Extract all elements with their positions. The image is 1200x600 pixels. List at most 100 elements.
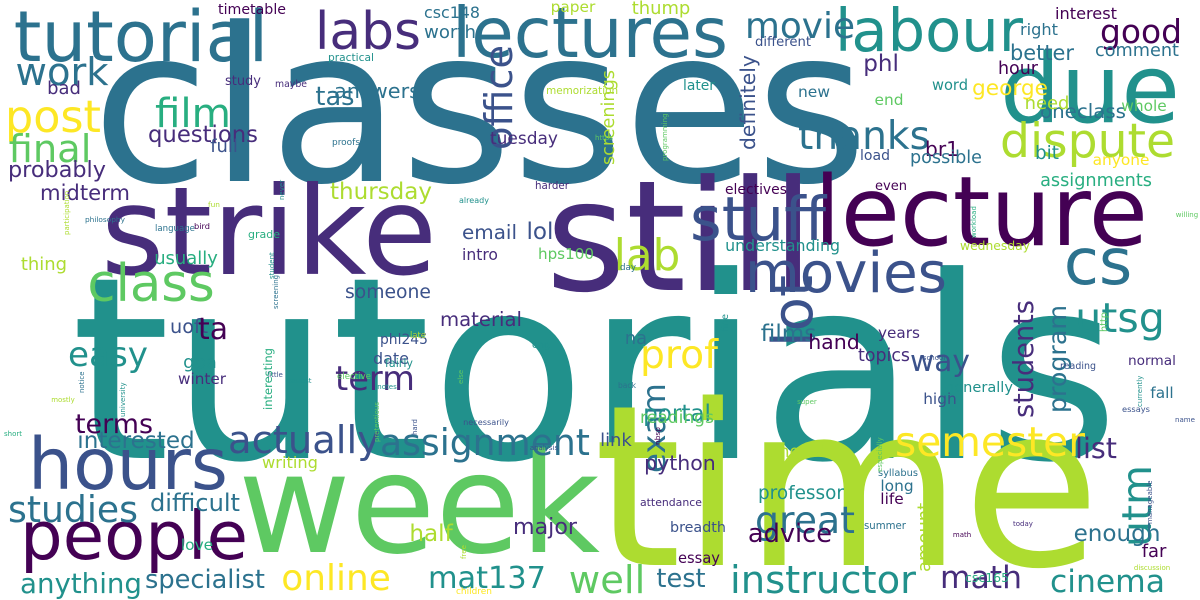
word-fun: fun (208, 200, 220, 210)
word-classes: classes (92, 0, 867, 232)
word-br1: br1 (925, 136, 959, 161)
word-super: super (797, 397, 817, 406)
word-english: english (768, 442, 831, 463)
word-ta: ta (198, 312, 228, 348)
word-mat137: mat137 (428, 560, 546, 596)
word-lol: lol (526, 218, 554, 245)
word-elective: elective (337, 371, 371, 382)
word-whole: whole (1121, 97, 1167, 116)
word-test: test (656, 564, 706, 595)
word-different: different (755, 35, 812, 51)
word-syllabus: syllabus (878, 468, 919, 480)
word-new: new (798, 83, 830, 102)
word-phl: phl (863, 50, 899, 77)
word-understanding: understanding (725, 236, 841, 256)
word-still: still (545, 148, 815, 328)
word-csc165: csc165 (965, 569, 1010, 585)
word-https: https (595, 133, 614, 142)
word-little: little (267, 370, 283, 379)
word-discussion: discussion (1133, 563, 1171, 572)
word-day: day (620, 263, 636, 274)
word-great: great (755, 498, 855, 543)
word-intro: intro (462, 246, 498, 265)
word-normal: normal (1128, 353, 1176, 370)
word-especially: especially (875, 437, 884, 473)
word-week: week (238, 425, 600, 586)
word-wednesday: wednesday (960, 238, 1030, 253)
word-already: already (459, 196, 489, 205)
word-thanks: thanks (798, 114, 930, 160)
word-winter: winter (178, 370, 227, 389)
word-movies: movies (745, 240, 947, 306)
word-word: word (932, 76, 968, 94)
word-advice: advice (747, 519, 832, 550)
word-phl245: phl245 (380, 332, 428, 349)
word-easy: easy (68, 334, 148, 375)
word-semester: semester (895, 418, 1085, 467)
word-back: back (618, 381, 636, 391)
word-philosophy: philosophy (85, 215, 125, 225)
word-school: school (922, 353, 946, 362)
word-years: years (878, 324, 920, 343)
word-questions: questions (148, 121, 258, 148)
word-hard: hard (410, 419, 419, 435)
word-student: student (267, 252, 276, 280)
word-bad: bad (47, 78, 81, 99)
word-screening: screening (271, 274, 280, 309)
word-today: today (1013, 519, 1033, 528)
word-generally: generally (945, 378, 1013, 396)
word-tas: tas (315, 82, 355, 113)
word-willing: willing (1175, 210, 1199, 219)
word-anyone: anyone (1092, 151, 1150, 170)
word-date: date (373, 349, 410, 368)
word-cinema: cinema (1050, 564, 1165, 600)
word-proofs: proofs (332, 137, 360, 148)
word-time: time (593, 356, 1101, 600)
word-utsg: utsg (1075, 293, 1165, 342)
word-summer: summer (864, 520, 906, 532)
word-hand: hand (808, 329, 860, 354)
word-well: well (568, 557, 646, 600)
word-tutorial: tutorial (13, 0, 269, 79)
word-harder: harder (535, 179, 569, 192)
word-definitely: definitely (735, 55, 760, 150)
word-strike: strike (100, 160, 438, 303)
word-gpa: gpa (183, 352, 217, 373)
word-pretentious: pretentious (372, 401, 381, 442)
word-term: term (335, 359, 415, 399)
word-email: email (462, 220, 517, 244)
word-load: load (860, 148, 890, 164)
word-paper: paper (550, 0, 596, 16)
word-na: na (624, 328, 648, 349)
word-labour: labour (835, 0, 1023, 65)
word-never: never (277, 179, 286, 200)
word-topics: topics (858, 346, 910, 367)
word-films: films (760, 320, 817, 347)
word-oneclass: oneclass (1040, 100, 1126, 124)
word-name: name (1175, 414, 1195, 424)
word-even: even (875, 178, 907, 194)
word-work: work (15, 49, 109, 95)
word-class: class (87, 254, 215, 315)
word-way: way (910, 343, 970, 379)
word-stuff: stuff (690, 184, 827, 255)
word-right: right (1020, 19, 1058, 39)
word-half: half (409, 520, 453, 547)
word-electives: electives (725, 182, 787, 198)
word-instructor: instructor (730, 557, 916, 600)
word-program: program (1043, 305, 1073, 413)
word-better: better (1010, 40, 1074, 65)
word-prof: prof (640, 333, 718, 379)
word-language: language (155, 223, 195, 234)
word-essays: essays (1122, 403, 1150, 414)
word-assignments: assignments (1040, 171, 1152, 192)
word-breadth: breadth (670, 519, 726, 536)
word-post: post (5, 91, 101, 143)
word-short: short (4, 430, 22, 438)
word-writing: writing (262, 452, 318, 472)
word-final: final (8, 126, 92, 172)
word-end: end (874, 91, 904, 110)
word-programming: programming (660, 113, 669, 161)
word-full: full (210, 136, 238, 157)
word-lectures: lectures (452, 0, 728, 74)
